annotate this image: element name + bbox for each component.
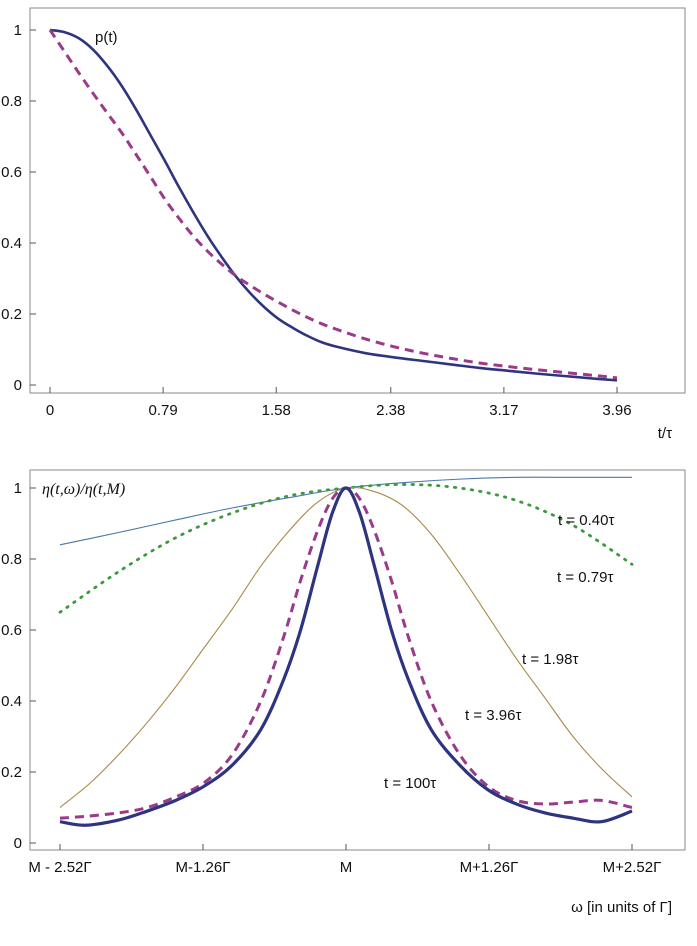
- bottom-ytick-label: 0.8: [1, 551, 22, 568]
- bottom-chart: 00.20.40.60.81 M - 2.52Γ M-1.26Γ M M+1.26Γ M…: [1, 469, 686, 916]
- top-ytick-label: 0: [14, 377, 22, 394]
- bottom-y-axis-label: η(t,ω)/η(t,M): [42, 481, 125, 498]
- bottom-x-axis: M - 2.52Γ M-1.26Γ M M+1.26Γ M+2.52Γ: [28, 844, 661, 876]
- top-ytick-label: 0.8: [1, 93, 22, 110]
- bottom-ytick-label: 0: [14, 835, 22, 852]
- bottom-series-t-0-79--line: [58, 483, 634, 614]
- top-xtick-label: 2.38: [376, 402, 405, 419]
- top-ytick-label: 0.6: [1, 164, 22, 181]
- bottom-ytick-label: 0.6: [1, 622, 22, 639]
- bottom-x-axis-label: ω [in units of Γ]: [571, 899, 672, 916]
- top-x-axis: 0 0.79 1.58 2.38 3.17 3.96: [46, 387, 632, 419]
- top-ytick-label: 1: [14, 22, 22, 39]
- bottom-xtick-label: M+1.26Γ: [460, 859, 519, 876]
- bottom-series-t-100--line: [59, 486, 633, 827]
- top-x-axis-label: t/τ: [658, 425, 672, 442]
- annotation-t-3-96: t = 3.96τ: [465, 707, 521, 724]
- annotation-t-100: t = 100τ: [384, 775, 436, 792]
- top-xtick-label: 0.79: [149, 402, 178, 419]
- annotation-t-0-79: t = 0.79τ: [557, 569, 613, 586]
- bottom-series-group: [58, 476, 634, 827]
- top-chart: 0 0.2 0.4 0.6 0.8 1 0 0.79 1.58 2.38 3.17 3.96 p(t…: [1, 7, 686, 442]
- annotation-t-1-98: t = 1.98τ: [522, 651, 578, 668]
- bottom-xtick-label: M: [340, 859, 353, 876]
- bottom-series-t-1-98--line: [59, 486, 633, 808]
- top-plot-frame: [29, 7, 686, 394]
- top-series-group: [48, 28, 618, 382]
- top-series-dashed-line: [48, 29, 618, 380]
- bottom-xtick-label: M-1.26Γ: [176, 859, 231, 876]
- top-xtick-label: 3.17: [489, 402, 518, 419]
- top-series-label: p(t): [95, 29, 118, 46]
- bottom-ytick-label: 1: [14, 480, 22, 497]
- top-xtick-label: 0: [46, 402, 54, 419]
- top-ytick-label: 0.2: [1, 306, 22, 323]
- top-xtick-label: 3.96: [602, 402, 631, 419]
- bottom-xtick-label: M - 2.52Γ: [28, 859, 91, 876]
- top-series-solid-line: [49, 28, 618, 382]
- top-y-axis: 0 0.2 0.4 0.6 0.8 1: [1, 22, 36, 394]
- bottom-y-axis: 0 0.2 0.4 0.6 0.8 1: [1, 480, 36, 852]
- top-xtick-label: 1.58: [262, 402, 291, 419]
- bottom-ytick-label: 0.4: [1, 693, 22, 710]
- annotation-t-0-40: t = 0.40τ: [558, 512, 614, 529]
- bottom-xtick-label: M+2.52Γ: [603, 859, 662, 876]
- bottom-plot-frame: [29, 469, 686, 851]
- top-ytick-label: 0.4: [1, 235, 22, 252]
- bottom-ytick-label: 0.2: [1, 764, 22, 781]
